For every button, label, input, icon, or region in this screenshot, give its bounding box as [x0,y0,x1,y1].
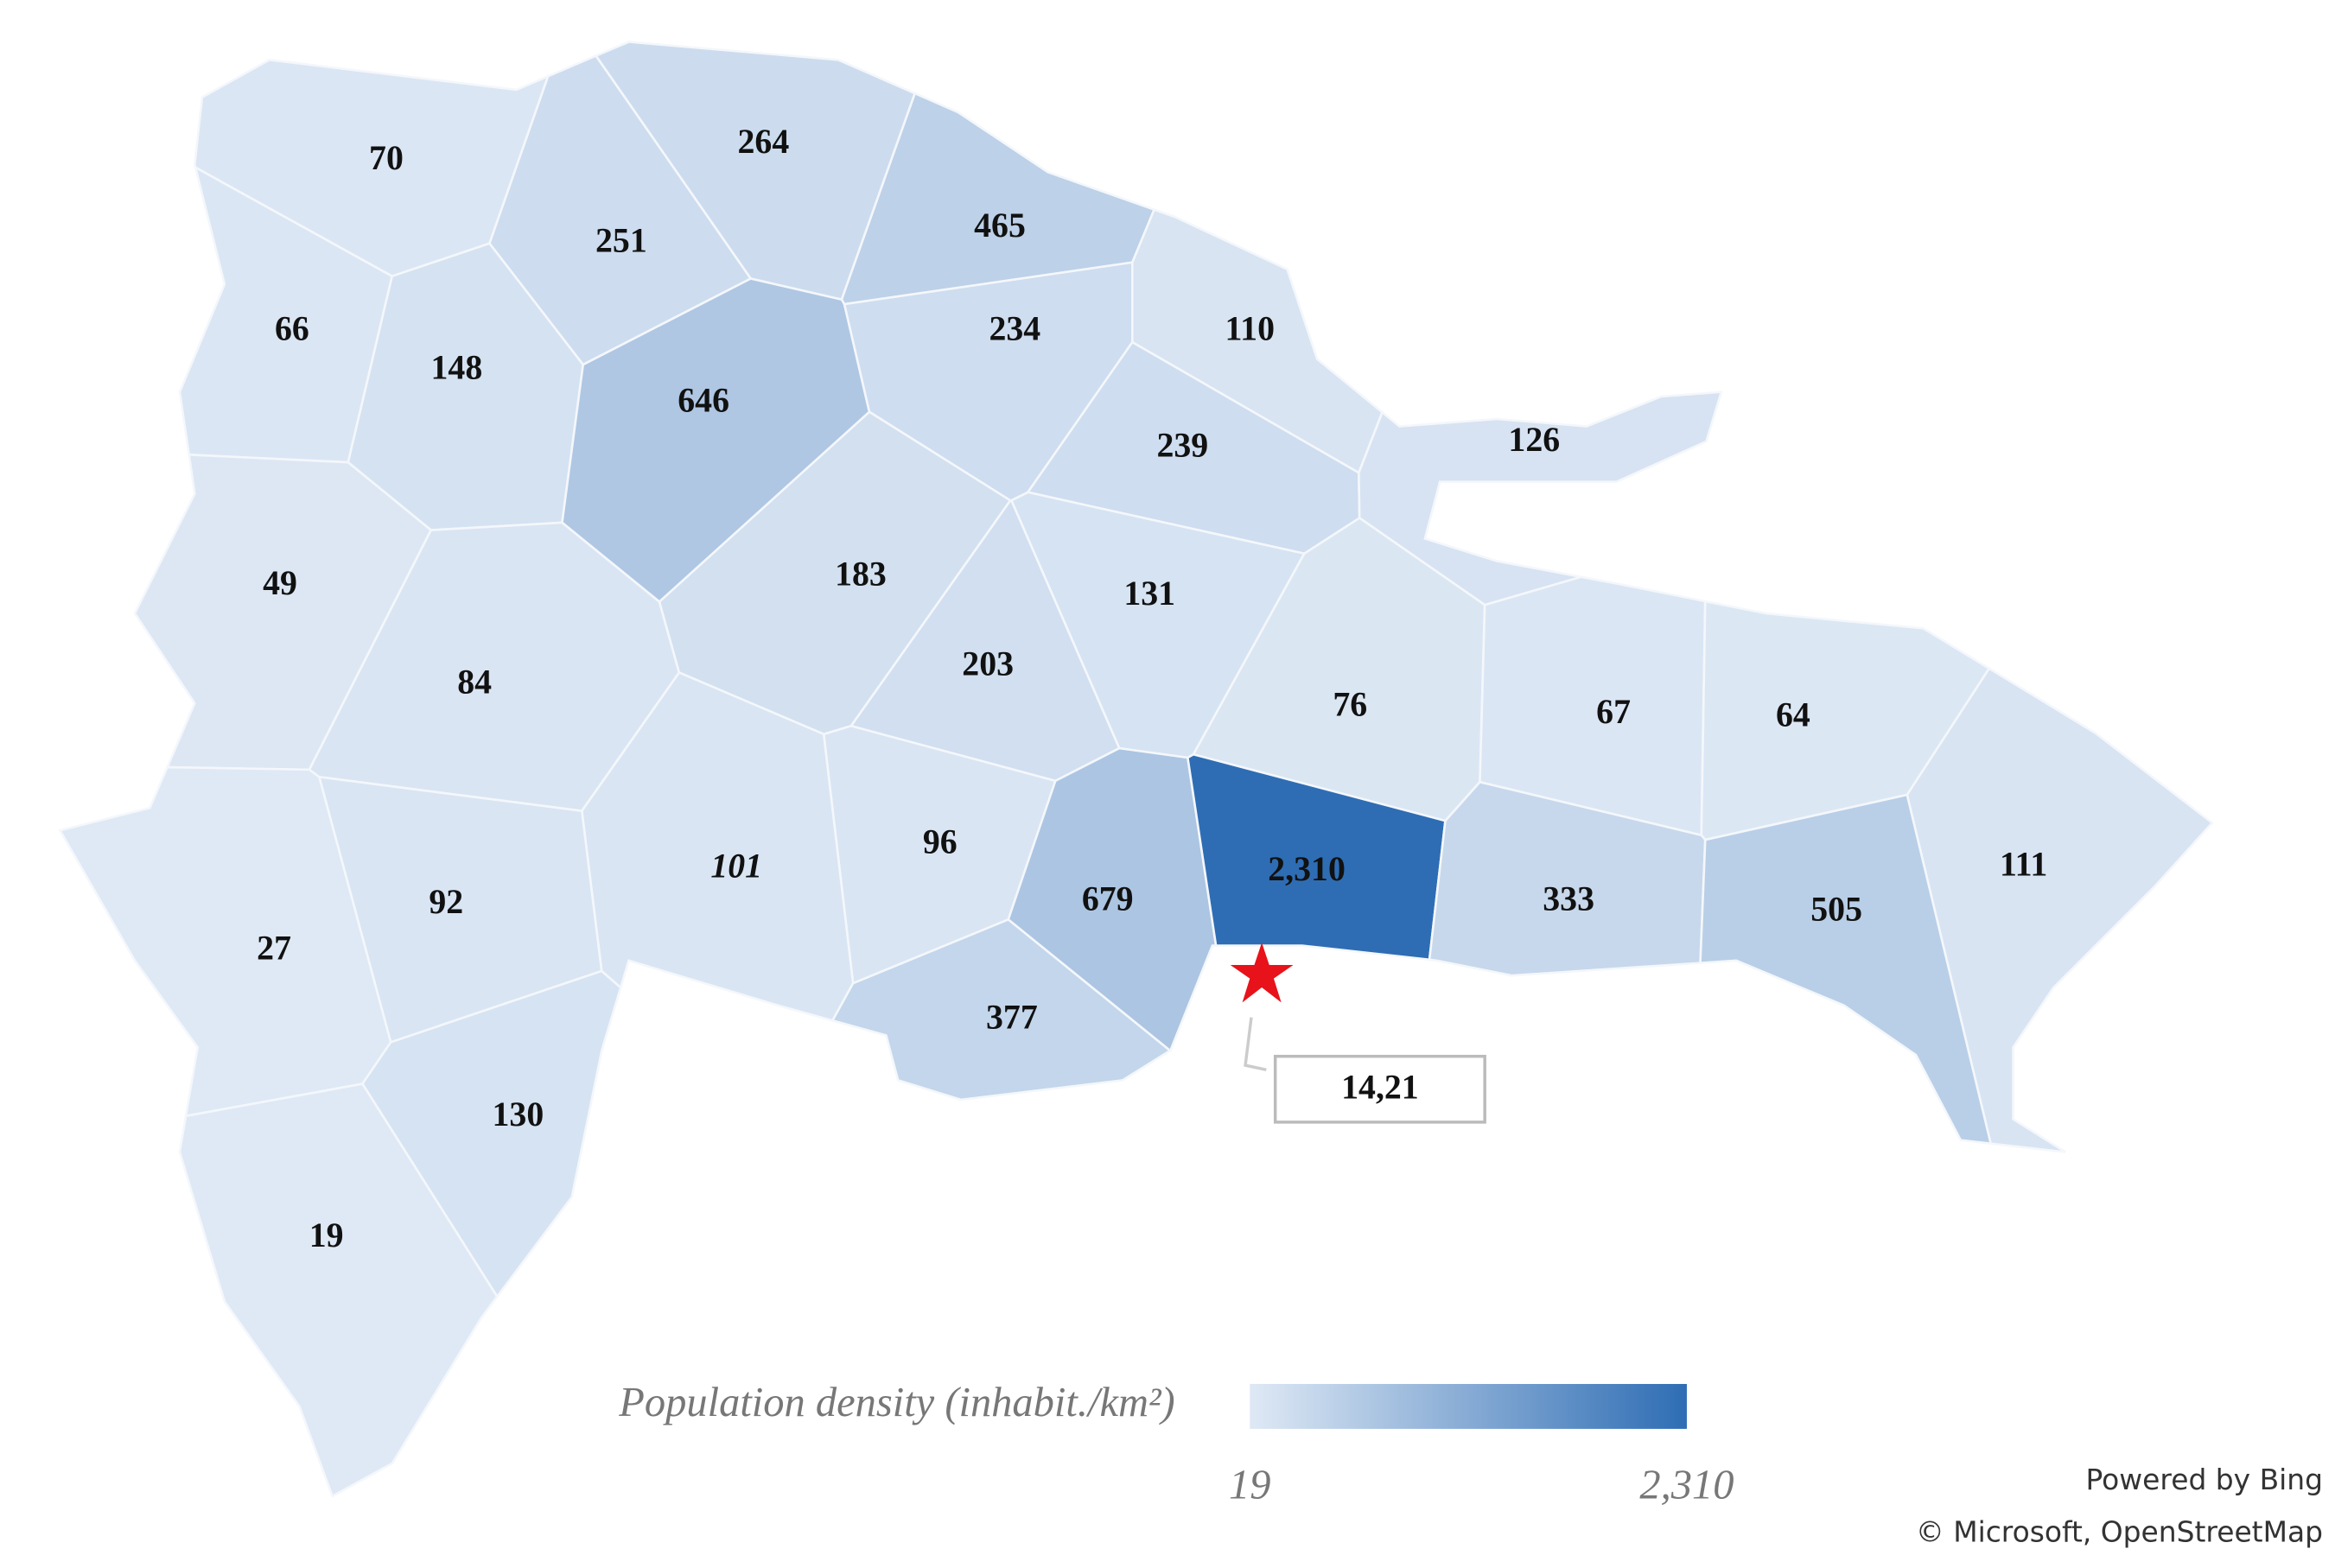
leader-line [1244,1017,1267,1071]
value-label: 64 [1776,695,1810,733]
labels: 70 264 251 465 66 148 646 234 110 239 126 49 84 183 13… [257,123,2047,1254]
legend-tick-label: 19 [1229,1462,1270,1508]
value-label: 646 [678,382,729,420]
value-label: 183 [835,555,887,594]
province [178,1082,499,1498]
value-label: 92 [429,883,463,921]
value-label: 679 [1082,879,1134,917]
legend-title: Population density (inhabit./km²) [618,1380,1174,1425]
value-label: 110 [1225,310,1275,348]
attribution: Powered by Bing [2085,1463,2323,1496]
annotation: 14,21 [1341,1069,1419,1107]
value-label: 96 [923,823,958,861]
value-label: 111 [2000,846,2047,884]
value-label: 84 [457,663,492,701]
value-label: 377 [986,998,1038,1036]
value-label: 264 [738,123,790,161]
province [1906,667,2214,1153]
value-label: 251 [595,221,647,259]
value-label: 239 [1156,427,1208,465]
star-marker [1230,943,1294,1003]
regions [58,41,2214,1498]
province [830,917,1173,1101]
value-label: 505 [1810,891,1862,929]
value-label: 27 [257,930,291,968]
value-label: 2,310 [1268,850,1346,888]
value-label: 130 [492,1095,544,1133]
legend-tick-label: 2,310 [1639,1462,1734,1508]
attribution: © Microsoft, OpenStreetMap [1916,1515,2323,1549]
value-label: 76 [1333,685,1367,723]
value-label: 203 [962,645,1014,683]
value-label: 234 [989,310,1040,348]
annotation-box [1273,1054,1486,1124]
value-label: 49 [263,564,297,602]
value-label: 101 [710,847,762,885]
value-label: 70 [369,139,404,177]
value-label: 148 [430,349,482,387]
value-label: 19 [309,1216,344,1254]
value-label: 67 [1596,693,1631,731]
province [1428,780,1707,977]
province [1699,793,1993,1146]
value-label: 66 [275,310,309,348]
value-label: 465 [974,206,1026,244]
value-label: 131 [1123,575,1175,613]
value-label: 126 [1508,421,1560,459]
value-label: 333 [1543,879,1594,917]
legend-gradient [1250,1383,1687,1429]
